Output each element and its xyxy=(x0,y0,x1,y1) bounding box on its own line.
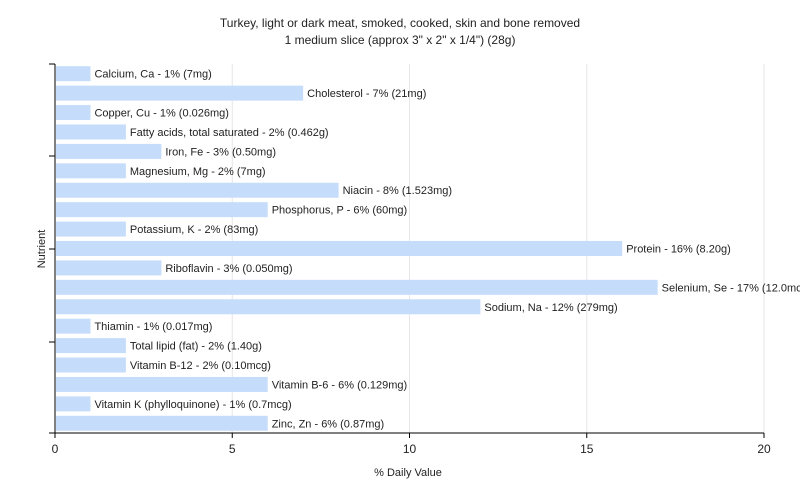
x-tick-label: 5 xyxy=(229,442,236,456)
x-tick-label: 10 xyxy=(403,442,417,456)
bar xyxy=(56,241,623,256)
bar-label: Magnesium, Mg - 2% (7mg) xyxy=(130,166,266,178)
x-tick-label: 0 xyxy=(52,442,59,456)
bar xyxy=(56,299,481,315)
bar-label: Cholesterol - 7% (21mg) xyxy=(307,88,426,100)
bar-label: Sodium, Na - 12% (279mg) xyxy=(484,302,617,314)
bar-label: Niacin - 8% (1.523mg) xyxy=(343,185,452,197)
bar-label: Zinc, Zn - 6% (0.87mg) xyxy=(272,418,384,430)
bar-label: Fatty acids, total saturated - 2% (0.462… xyxy=(130,127,329,139)
bar xyxy=(56,279,658,295)
bar-label: Selenium, Se - 17% (12.0mcg) xyxy=(662,282,800,294)
bar-label: Iron, Fe - 3% (0.50mg) xyxy=(165,146,276,158)
bar xyxy=(56,415,268,431)
x-axis-title: % Daily Value xyxy=(374,467,442,479)
bar xyxy=(56,357,126,373)
bar xyxy=(56,85,304,101)
bar xyxy=(56,143,162,159)
bar xyxy=(56,260,162,276)
x-tick-label: 20 xyxy=(757,442,771,456)
bar-label: Potassium, K - 2% (83mg) xyxy=(130,224,258,236)
axes: 0 5 10 15 20 xyxy=(49,63,771,456)
bar xyxy=(56,105,91,121)
chart-title: Turkey, light or dark meat, smoked, cook… xyxy=(220,16,580,30)
bar-label: Vitamin K (phylloquinone) - 1% (0.7mcg) xyxy=(94,399,291,411)
bar-label: Thiamin - 1% (0.017mg) xyxy=(94,321,212,333)
bars: Calcium, Ca - 1% (7mg) Cholesterol - 7% (… xyxy=(56,66,800,431)
bar xyxy=(56,318,91,334)
bar xyxy=(56,66,91,82)
bar-label: Calcium, Ca - 1% (7mg) xyxy=(94,69,211,81)
bar-label: Total lipid (fat) - 2% (1.40g) xyxy=(130,341,262,353)
bar xyxy=(56,182,339,198)
bar-label: Vitamin B-12 - 2% (0.10mcg) xyxy=(130,360,271,372)
chart-subtitle: 1 medium slice (approx 3" x 2" x 1/4") (… xyxy=(285,33,516,47)
bar xyxy=(56,124,126,140)
bar xyxy=(56,338,126,354)
y-axis-title: Nutrient xyxy=(36,230,48,269)
bar-label: Phosphorus, P - 6% (60mg) xyxy=(272,205,408,217)
bar-label: Vitamin B-6 - 6% (0.129mg) xyxy=(272,379,408,391)
bar xyxy=(56,163,126,179)
bar xyxy=(56,221,126,237)
bar xyxy=(56,396,91,412)
x-tick-label: 15 xyxy=(580,442,594,456)
bar xyxy=(56,376,268,392)
bar-label: Riboflavin - 3% (0.050mg) xyxy=(165,263,292,275)
bar-label: Protein - 16% (8.20g) xyxy=(626,244,731,256)
bar-label: Copper, Cu - 1% (0.026mg) xyxy=(94,108,229,120)
bar xyxy=(56,202,268,218)
